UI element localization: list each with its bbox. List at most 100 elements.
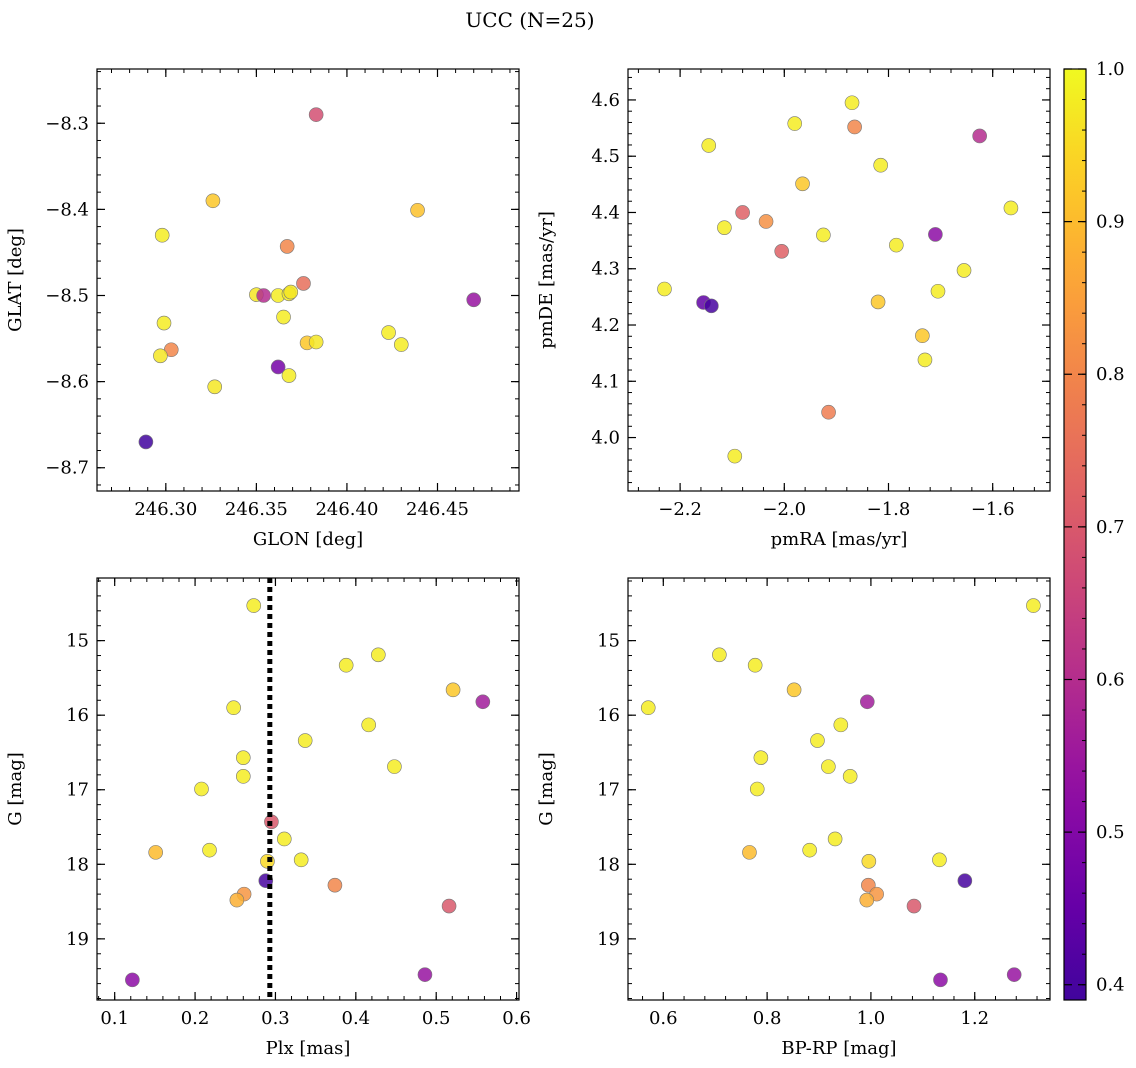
data-point [445,682,461,698]
data-point [327,877,343,893]
y-tick-label: 4.6 [591,90,620,111]
data-point [735,205,750,220]
scatter-points [138,107,482,450]
data-point [393,337,409,352]
y-tick-label: −8.5 [45,286,89,307]
data-point [1006,967,1022,982]
panel-3: 0.1 0.2 0.3 0.4 0.5 0.6 15 16 17 18 19 Plx [mas] G [… [5,577,531,1059]
data-point [308,107,324,122]
data-point [742,845,757,860]
y-tick-label: 16 [597,705,620,726]
data-point [276,309,291,325]
x-tick-label: 0.4 [342,1008,371,1029]
data-point [279,239,295,254]
data-point [657,281,672,297]
y-axis-label: G [mag] [536,752,557,825]
y-tick-label: 19 [66,929,89,950]
y-tick-label: −8.4 [45,199,89,220]
data-point [308,334,324,350]
data-point [338,657,354,673]
y-tick-label: 18 [66,854,89,875]
y-tick-label: 4.5 [591,146,620,167]
data-point [293,852,309,868]
y-tick-label: 18 [597,854,620,875]
data-point [256,288,271,303]
y-tick-label: 4.0 [591,428,620,449]
data-point [821,759,836,774]
x-tick-label: 0.6 [502,1008,531,1029]
data-point [727,448,743,464]
y-tick-label: −8.6 [45,372,89,393]
colorbar-tick-label: 0.6 [1096,669,1125,690]
data-point [701,138,717,153]
colorbar-tick-label: 0.7 [1096,517,1125,538]
x-tick-label: 0.3 [261,1008,290,1029]
data-point [802,842,817,858]
data-point [873,157,888,173]
x-tick-label: 1.2 [960,1008,989,1029]
data-point [361,717,376,733]
data-point [972,128,987,144]
data-point [821,404,836,420]
y-tick-label: 16 [66,705,89,726]
y-tick-label: −8.7 [45,458,89,479]
data-point [296,276,311,291]
data-point [833,717,849,733]
data-point [381,325,396,340]
colorbar-gradient [1063,68,1087,1001]
data-point [786,682,802,698]
data-point [235,769,251,784]
data-point [154,227,170,243]
data-point [283,284,299,300]
y-tick-label: 17 [66,780,89,801]
data-point [1026,598,1041,613]
colorbar-tick-label: 0.5 [1096,822,1125,843]
axes-frame [627,577,1051,1001]
data-point [205,193,221,209]
data-point [889,237,904,253]
data-point [235,750,251,765]
x-tick-label: 246.45 [406,499,469,520]
panel-2: −2.2 −2.0 −1.8 −1.6 4.0 4.1 4.2 4.3 4.4 4.5 4.6 pmR… [536,68,1051,550]
data-point [387,759,402,774]
data-point [930,283,946,299]
data-point [466,292,482,308]
data-point [847,119,862,135]
x-axis-label: Plx [mas] [266,1038,351,1059]
x-tick-label: 0.2 [181,1008,210,1029]
y-tick-label: 4.4 [591,202,620,223]
data-point [933,972,948,988]
data-point [861,854,877,869]
x-tick-label: 0.1 [100,1008,129,1029]
data-point [640,700,656,716]
y-tick-label: 17 [597,780,620,801]
data-point [410,202,425,218]
data-point [704,298,719,314]
scatter-points [125,598,491,988]
data-point [297,733,313,748]
x-tick-label: 0.6 [649,1008,678,1029]
x-axis-label: pmRA [mas/yr] [771,529,908,550]
data-point [870,294,886,310]
data-point [226,700,241,716]
data-point [1003,200,1019,216]
data-point [153,348,168,364]
data-point [475,694,491,710]
data-point [276,831,292,847]
y-tick-label: 4.2 [591,315,620,336]
data-point [202,842,217,858]
data-point [371,647,386,663]
data-point [753,750,769,765]
data-point [148,845,163,860]
colorbar-tick-label: 0.4 [1096,975,1125,996]
colorbar-tick-label: 1.0 [1096,59,1125,80]
data-point [842,769,858,784]
colorbar-tick-label: 0.9 [1096,212,1125,233]
y-axis-label: GLAT [deg] [5,228,26,332]
x-axis-label: GLON [deg] [253,529,363,550]
data-point [194,781,209,797]
colorbar: 0.4 0.5 0.6 0.7 0.8 0.9 1.0 [1063,59,1125,1001]
panel-1: 246.30 246.35 246.40 246.45 −8.3 −8.4 −8.5 −8.6… [5,68,520,550]
data-point [859,892,875,908]
